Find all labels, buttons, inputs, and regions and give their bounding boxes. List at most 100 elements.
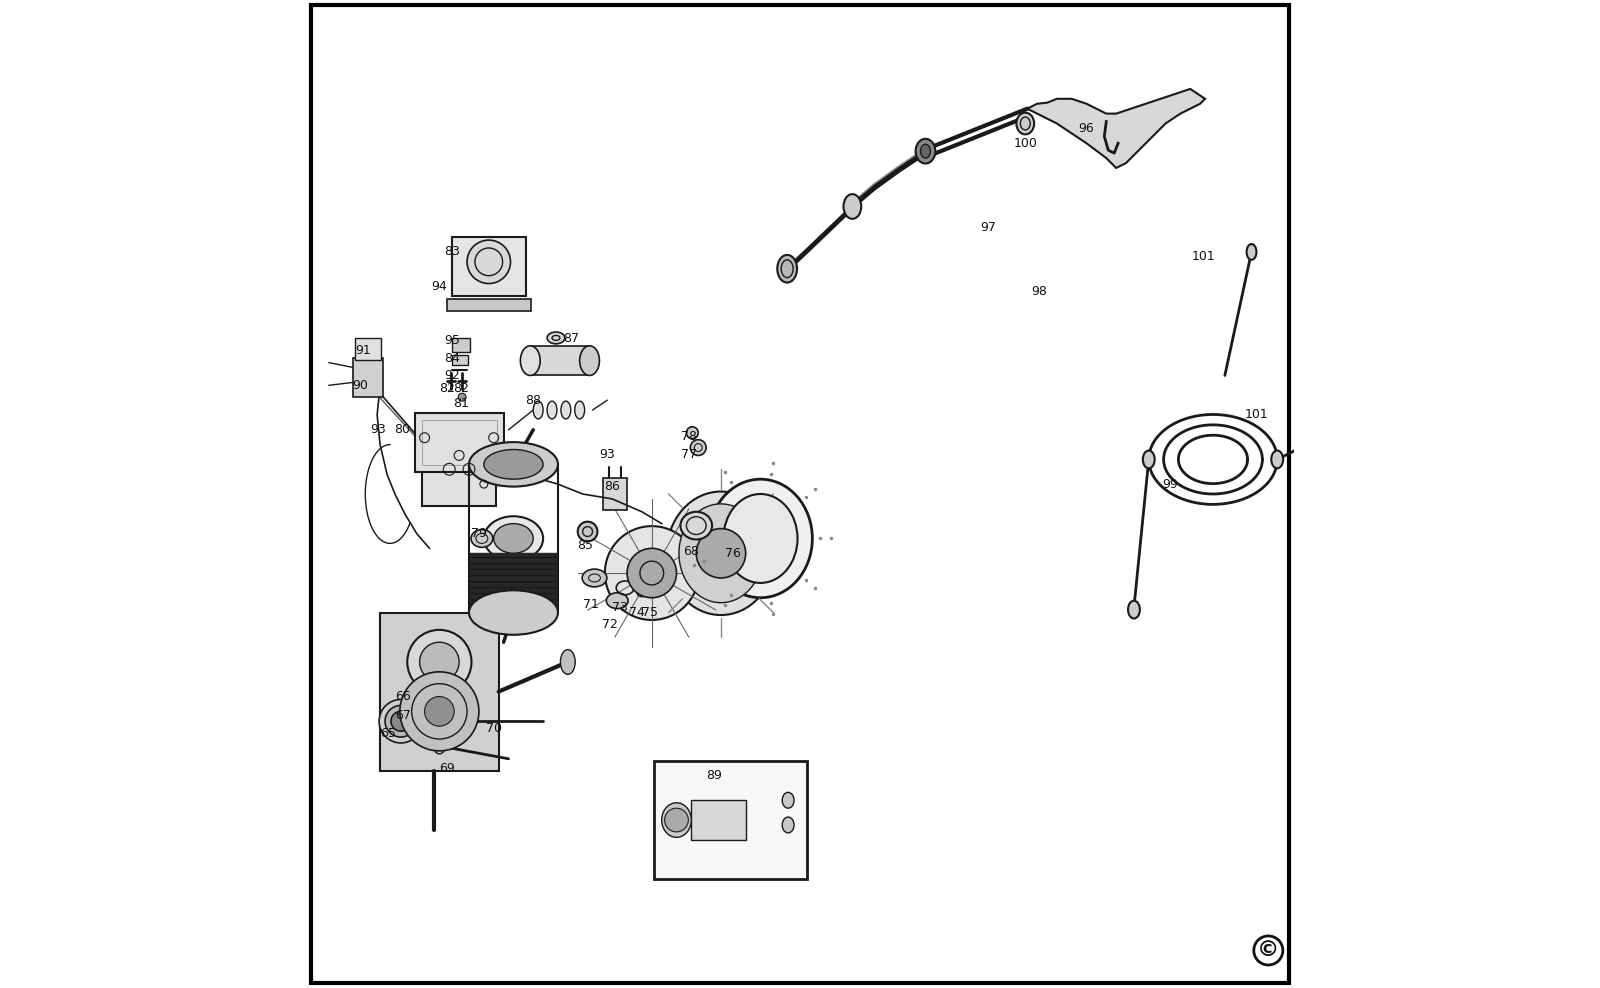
Bar bbox=[469, 553, 558, 556]
Text: 65: 65 bbox=[381, 726, 395, 740]
Ellipse shape bbox=[448, 712, 461, 730]
Bar bbox=[451, 237, 526, 296]
Circle shape bbox=[467, 240, 510, 284]
Ellipse shape bbox=[578, 522, 597, 541]
Text: 93: 93 bbox=[600, 448, 616, 461]
Text: 69: 69 bbox=[440, 762, 454, 776]
Bar bbox=[469, 571, 558, 574]
Bar bbox=[414, 413, 504, 472]
Circle shape bbox=[664, 808, 688, 832]
Text: 93: 93 bbox=[370, 423, 386, 437]
Ellipse shape bbox=[605, 526, 699, 620]
Text: 96: 96 bbox=[1078, 122, 1094, 135]
Text: 79: 79 bbox=[470, 527, 486, 540]
Ellipse shape bbox=[678, 504, 763, 603]
Ellipse shape bbox=[1142, 451, 1155, 468]
Text: 95: 95 bbox=[445, 334, 461, 348]
Bar bbox=[654, 761, 808, 879]
Text: 78: 78 bbox=[682, 430, 698, 444]
Ellipse shape bbox=[920, 144, 931, 158]
Text: 76: 76 bbox=[725, 546, 741, 560]
Text: 90: 90 bbox=[352, 378, 368, 392]
Circle shape bbox=[458, 393, 466, 401]
Ellipse shape bbox=[1246, 244, 1256, 260]
Ellipse shape bbox=[667, 492, 776, 615]
Ellipse shape bbox=[520, 346, 541, 375]
Ellipse shape bbox=[483, 450, 542, 479]
Ellipse shape bbox=[574, 401, 584, 419]
Circle shape bbox=[424, 697, 454, 726]
Text: 91: 91 bbox=[355, 344, 371, 358]
Text: 82: 82 bbox=[453, 381, 469, 395]
Bar bbox=[469, 586, 558, 589]
Text: 97: 97 bbox=[979, 220, 995, 234]
Ellipse shape bbox=[1272, 451, 1283, 468]
Text: 100: 100 bbox=[1013, 136, 1037, 150]
Bar bbox=[469, 568, 558, 571]
Ellipse shape bbox=[1128, 601, 1139, 618]
Bar bbox=[422, 443, 496, 506]
Text: 80: 80 bbox=[394, 423, 410, 437]
Ellipse shape bbox=[709, 479, 813, 598]
Text: 86: 86 bbox=[605, 479, 621, 493]
Ellipse shape bbox=[483, 516, 542, 561]
Ellipse shape bbox=[782, 792, 794, 808]
Text: 83: 83 bbox=[445, 245, 461, 259]
Text: ©: © bbox=[1258, 941, 1280, 960]
Ellipse shape bbox=[562, 401, 571, 419]
Text: 84: 84 bbox=[445, 352, 461, 366]
Bar bbox=[469, 574, 558, 577]
Ellipse shape bbox=[680, 512, 712, 539]
Bar bbox=[469, 598, 558, 601]
Ellipse shape bbox=[778, 255, 797, 283]
Bar bbox=[469, 595, 558, 598]
Circle shape bbox=[390, 711, 411, 731]
Bar bbox=[603, 478, 627, 510]
Ellipse shape bbox=[723, 494, 797, 583]
Text: 66: 66 bbox=[395, 690, 411, 703]
Text: 99: 99 bbox=[1163, 477, 1178, 491]
Bar bbox=[469, 583, 558, 586]
Ellipse shape bbox=[1016, 113, 1034, 134]
Circle shape bbox=[400, 672, 478, 751]
Ellipse shape bbox=[533, 401, 542, 419]
Bar bbox=[446, 299, 531, 311]
Ellipse shape bbox=[419, 642, 459, 682]
Text: 77: 77 bbox=[682, 448, 698, 461]
Circle shape bbox=[690, 440, 706, 455]
Bar bbox=[469, 604, 558, 607]
Text: 89: 89 bbox=[706, 769, 722, 782]
Ellipse shape bbox=[494, 524, 533, 553]
Bar bbox=[469, 610, 558, 613]
Text: 98: 98 bbox=[1030, 285, 1046, 298]
Ellipse shape bbox=[662, 802, 691, 837]
Text: 87: 87 bbox=[563, 332, 579, 346]
Ellipse shape bbox=[650, 589, 659, 597]
Ellipse shape bbox=[843, 194, 861, 219]
Bar bbox=[469, 577, 558, 580]
Bar bbox=[469, 607, 558, 610]
Bar bbox=[469, 556, 558, 559]
Bar bbox=[453, 338, 470, 352]
Bar bbox=[354, 358, 382, 397]
Text: 94: 94 bbox=[432, 280, 448, 293]
Bar bbox=[469, 562, 558, 565]
Text: 81: 81 bbox=[453, 396, 469, 410]
Bar bbox=[453, 355, 469, 365]
Circle shape bbox=[386, 705, 416, 737]
Text: 70: 70 bbox=[486, 721, 502, 735]
Text: 75: 75 bbox=[642, 606, 658, 619]
Text: 71: 71 bbox=[582, 598, 598, 612]
Ellipse shape bbox=[579, 346, 600, 375]
Bar bbox=[421, 420, 496, 465]
Text: 101: 101 bbox=[1245, 408, 1269, 422]
Ellipse shape bbox=[560, 650, 576, 674]
Bar bbox=[355, 338, 381, 360]
Ellipse shape bbox=[547, 332, 565, 344]
Ellipse shape bbox=[547, 401, 557, 419]
Text: 74: 74 bbox=[629, 606, 645, 619]
Text: 72: 72 bbox=[602, 618, 618, 631]
Circle shape bbox=[379, 700, 422, 743]
Circle shape bbox=[686, 427, 698, 439]
Bar bbox=[469, 589, 558, 592]
